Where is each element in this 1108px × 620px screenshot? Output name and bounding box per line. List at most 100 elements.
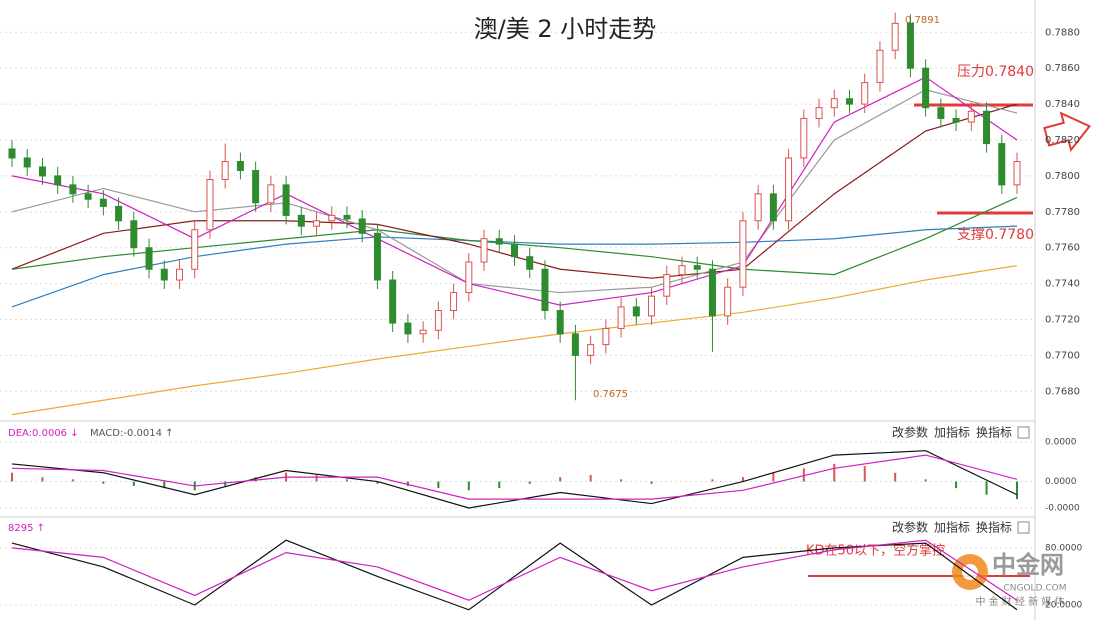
candle-body — [526, 256, 534, 270]
moving-average — [11, 265, 1018, 416]
resistance-label: 压力0.7840 — [957, 64, 1034, 80]
candle-body — [419, 329, 427, 335]
y-tick-label: -0.0000 — [1045, 503, 1080, 513]
candle-body — [663, 274, 671, 297]
candle-body — [754, 193, 762, 222]
candle-body — [739, 220, 747, 288]
candle-body — [297, 214, 305, 227]
close-button[interactable] — [1017, 426, 1030, 439]
candle-body — [404, 322, 412, 335]
candle-body — [206, 178, 214, 231]
candle-body — [8, 148, 16, 159]
candle-body — [434, 310, 442, 331]
candle-body — [724, 286, 732, 317]
y-tick-label: 20.0000 — [1045, 601, 1082, 611]
candle-body — [922, 67, 930, 109]
button[interactable]: 改参数 — [892, 520, 928, 535]
candle-body — [373, 232, 381, 281]
candle-body — [937, 107, 945, 119]
candle-body — [236, 161, 244, 172]
candle-body — [846, 98, 853, 105]
candle-body — [967, 110, 975, 123]
arrow — [1043, 111, 1092, 153]
candle-body — [983, 110, 991, 145]
y-tick-label: 0.0000 — [1045, 477, 1077, 487]
candle-body — [571, 333, 579, 356]
y-tick-label: 0.7780 — [1045, 207, 1080, 218]
candle-body — [358, 218, 366, 234]
candle-body — [556, 310, 564, 335]
candle-body — [54, 175, 62, 186]
candle-body — [998, 143, 1006, 186]
kd-note: KD在50以下，空方掌控 — [806, 543, 945, 559]
candle-body — [328, 214, 336, 222]
y-tick-label: 0.7820 — [1045, 135, 1080, 146]
candle-body — [617, 306, 625, 329]
moving-average — [11, 76, 1018, 306]
y-tick-label: 0.7720 — [1045, 314, 1080, 325]
low-label: 0.7675 — [593, 389, 628, 400]
candle-body — [1013, 161, 1021, 186]
candle-body — [587, 344, 595, 356]
candle-body — [267, 184, 275, 204]
chart-title: 澳/美 2 小时走势 — [474, 15, 657, 43]
candle-body — [815, 107, 823, 119]
candle-body — [115, 205, 123, 222]
y-tick-label: 0.7800 — [1045, 171, 1080, 182]
button[interactable]: 加指标 — [934, 425, 970, 440]
candle-body — [602, 327, 610, 346]
y-tick-label: 0.7840 — [1045, 99, 1080, 110]
moving-average — [11, 89, 1018, 294]
candle-body — [632, 306, 640, 317]
candle-body — [84, 193, 92, 200]
watermark-slogan: 中 金 财 经 新 媒 体 — [975, 595, 1064, 608]
candle-body — [221, 161, 229, 180]
close-button[interactable] — [1017, 521, 1030, 534]
candle-body — [541, 268, 549, 312]
candle-body — [176, 268, 183, 281]
candle-body — [480, 238, 488, 263]
y-tick-label: 80.0000 — [1045, 543, 1082, 553]
button[interactable]: 换指标 — [976, 425, 1012, 440]
candle-body — [130, 220, 138, 249]
candle-body — [99, 198, 107, 207]
candle-body — [906, 22, 914, 69]
button[interactable]: 换指标 — [976, 520, 1012, 535]
candle-body — [861, 82, 869, 105]
watermark-site: CNGOLD.COM — [1003, 584, 1066, 594]
dea-label: DEA:0.0006 ↓ — [8, 428, 79, 439]
candle-body — [511, 243, 518, 258]
y-tick-label: 0.7680 — [1045, 386, 1080, 397]
candle-body — [800, 117, 808, 159]
kd-d — [11, 539, 1018, 601]
kd-k — [11, 539, 1018, 611]
macd-dif — [11, 450, 1018, 509]
high-label: 0.7891 — [905, 15, 940, 26]
candle-body — [952, 117, 960, 123]
candle-body — [191, 229, 199, 270]
candle-body — [495, 238, 503, 245]
kd-label: 8295 ↑ — [8, 523, 45, 534]
candle-body — [693, 265, 701, 270]
candle-body — [69, 184, 77, 195]
candle-body — [38, 166, 46, 177]
candle-body — [282, 184, 290, 216]
candle-body — [708, 268, 716, 317]
candle-body — [389, 279, 397, 324]
y-tick-label: 0.7740 — [1045, 279, 1080, 290]
candle-body — [648, 295, 656, 317]
candle-body — [891, 22, 899, 51]
candle-body — [343, 214, 351, 220]
candle-body — [145, 247, 153, 270]
candle-body — [876, 49, 884, 84]
y-tick-label: 0.0000 — [1045, 437, 1077, 447]
macd-dea — [11, 454, 1018, 500]
y-tick-label: 0.7760 — [1045, 243, 1080, 254]
y-tick-label: 0.7880 — [1045, 27, 1080, 38]
candle-body — [678, 265, 686, 276]
candle-body — [465, 261, 473, 294]
button[interactable]: 改参数 — [892, 425, 928, 440]
candle-body — [450, 292, 458, 312]
button[interactable]: 加指标 — [934, 520, 970, 535]
